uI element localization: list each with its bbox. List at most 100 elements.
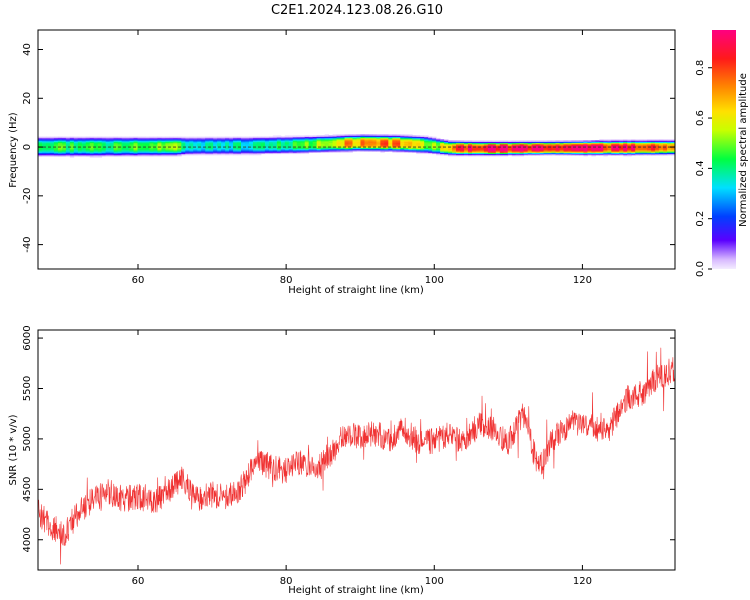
spectrogram-cell — [165, 147, 170, 150]
spectrogram-cell — [77, 152, 83, 155]
spectrogram-cell — [157, 154, 162, 157]
spectrogram-cell — [181, 153, 186, 156]
spectrogram-cell — [432, 142, 437, 145]
spectrogram-cell — [392, 136, 397, 139]
spectrogram-cell — [627, 154, 632, 157]
spectrogram-cell — [404, 147, 409, 150]
colorbar-gradient — [712, 30, 736, 269]
spectrogram-cell — [245, 147, 250, 150]
spectrogram-cell — [535, 140, 541, 142]
spectrogram-cell — [491, 153, 497, 156]
spectrogram-cell — [471, 151, 477, 153]
spectrogram-cell — [328, 145, 334, 147]
spectrogram-cell — [209, 150, 214, 152]
spectrogram-cell — [332, 135, 337, 137]
spectrogram-cell — [324, 136, 330, 139]
spectrogram-cell — [201, 136, 206, 139]
spectrogram-cell — [89, 145, 95, 147]
spectrogram-cell — [404, 135, 409, 137]
spectrogram-cell — [38, 144, 43, 146]
spectrogram-cell — [105, 144, 111, 146]
spectrogram-cell — [312, 145, 318, 147]
spectrogram-cell — [320, 142, 326, 145]
spectrogram-cell — [209, 140, 214, 142]
spectrogram-cell — [635, 141, 640, 144]
spectrogram-cell — [161, 142, 166, 145]
spectrogram-cell — [487, 145, 493, 147]
spectrogram-cell — [587, 151, 592, 153]
spectrogram-cell — [344, 150, 349, 152]
spectrogram-cell — [392, 151, 397, 153]
spectrogram-cell — [225, 153, 230, 156]
spectrogram-cell — [105, 140, 111, 142]
spectrogram-cell — [276, 144, 282, 146]
spectrogram-cell — [173, 154, 178, 157]
spectrogram-cell — [416, 136, 421, 139]
spectrogram-cell — [487, 147, 493, 150]
spectrogram-cell — [284, 136, 290, 139]
spectrogram-cell — [264, 140, 270, 142]
spectrogram-cell — [503, 144, 509, 146]
spectrogram-cell — [623, 148, 628, 151]
spectrogram-cell — [559, 152, 564, 155]
spectrogram-cell — [93, 140, 99, 142]
spectrogram-cell — [165, 145, 170, 147]
spectrogram-cell — [113, 150, 119, 152]
spectrogram-cell — [659, 142, 664, 145]
spectrogram-cell — [93, 150, 99, 152]
spectrogram-cell — [659, 153, 664, 156]
spectrogram-cell — [280, 145, 286, 147]
spectrogram-cell — [348, 136, 353, 139]
spectrogram-cell — [376, 150, 381, 152]
spectrogram-cell — [205, 140, 210, 142]
spectrogram-cell — [117, 136, 123, 139]
spectrogram-cell — [440, 145, 445, 147]
spectrogram-cell — [157, 150, 162, 152]
spectrogram-cell — [479, 153, 485, 156]
spectrogram-cell — [432, 139, 437, 141]
spectrogram-cell — [141, 139, 146, 141]
spectrogram-cell — [551, 142, 556, 145]
spectrogram-cell — [133, 142, 138, 145]
spectrogram-cell — [595, 144, 600, 146]
spectrogram-cell — [145, 144, 150, 146]
spectrogram-cell — [268, 146, 274, 148]
spectrogram-cell — [149, 139, 154, 141]
spectrogram-cell — [475, 148, 481, 151]
spectrogram-cell — [463, 148, 469, 151]
spectrogram-cell — [400, 142, 405, 145]
spectrogram-cell — [61, 147, 67, 150]
spectrogram-cell — [300, 139, 306, 141]
spectrogram-cell — [89, 144, 95, 146]
spectrogram-cell — [547, 147, 552, 150]
spectrogram-cell — [607, 145, 612, 147]
spectrogram-cell — [364, 150, 369, 152]
spectrogram-cell — [157, 153, 162, 156]
spectrogram-cell — [360, 140, 365, 142]
spectrogram-cell — [117, 147, 123, 150]
spectrogram-cell — [559, 151, 564, 153]
spectrogram-cell — [97, 140, 103, 142]
spectrogram-cell — [559, 144, 564, 146]
spectrogram-cell — [599, 146, 604, 148]
spectrogram-cell — [268, 144, 274, 146]
spectrogram-cell — [559, 147, 564, 150]
spectrogram-cell — [392, 144, 397, 146]
spectrogram-cell — [249, 146, 254, 148]
spectrogram-cell — [169, 152, 174, 155]
spectrogram-cell — [161, 150, 166, 152]
spectrogram-cell — [428, 144, 433, 146]
spectrogram-cell — [89, 153, 95, 156]
spectrogram-cell — [479, 147, 485, 150]
spectrogram-cell — [663, 144, 668, 146]
spectrogram-cell — [424, 146, 429, 148]
spectrogram-cell — [352, 135, 357, 137]
spectrogram-cell — [460, 148, 465, 151]
spectrogram-cell — [643, 153, 648, 156]
spectrogram-cell — [579, 153, 584, 156]
spectrogram-cell — [296, 139, 302, 141]
spectrogram-cell — [384, 134, 389, 136]
spectrogram-cell — [145, 141, 150, 144]
spectrogram-cell — [428, 142, 433, 145]
spectrogram-cell — [356, 150, 361, 152]
